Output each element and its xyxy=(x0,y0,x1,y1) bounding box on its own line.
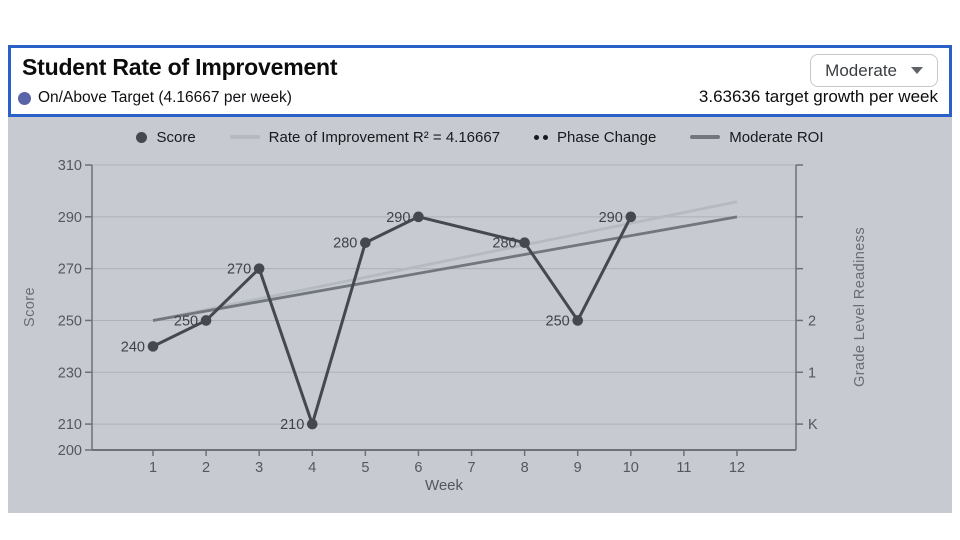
x-axis-tick-label: 2 xyxy=(202,460,210,476)
x-axis-tick-label: 4 xyxy=(308,460,316,476)
data-point[interactable] xyxy=(253,263,265,274)
trend-line xyxy=(152,215,738,322)
legend-label: Moderate ROI xyxy=(729,128,824,146)
x-axis-title: Week xyxy=(425,477,464,494)
data-point[interactable] xyxy=(572,315,584,326)
y-axis-tick-label: 270 xyxy=(58,262,82,278)
chevron-down-icon xyxy=(911,67,923,74)
right-axis-tick-label: 2 xyxy=(808,313,816,329)
data-point-label: 280 xyxy=(333,236,357,252)
status-label: On/Above Target (4.16667 per week) xyxy=(38,89,292,106)
data-point[interactable] xyxy=(625,211,637,223)
trend-line xyxy=(152,200,738,322)
header-left: Student Rate of Improvement On/Above Tar… xyxy=(18,52,338,109)
x-axis-tick-label: 3 xyxy=(255,460,263,476)
data-point[interactable] xyxy=(413,211,424,223)
data-point-label: 250 xyxy=(174,313,198,329)
legend-label: Score xyxy=(156,128,196,146)
data-point-label: 270 xyxy=(227,262,251,278)
chart-legend: Score Rate of Improvement R² = 4.16667 P… xyxy=(8,126,952,148)
x-axis-tick-label: 8 xyxy=(521,460,529,476)
roi-line-swatch-icon xyxy=(229,135,260,139)
legend-item-score: Score xyxy=(136,128,196,146)
legend-item-phase-change: Phase Change xyxy=(534,129,656,146)
chart-panel: Score Rate of Improvement R² = 4.16667 P… xyxy=(8,117,952,513)
x-axis-tick-label: 1 xyxy=(149,460,157,476)
right-axis-tick-label: 1 xyxy=(808,365,816,381)
y-axis-tick-label: 250 xyxy=(58,313,82,329)
x-axis-tick-label: 12 xyxy=(729,460,745,476)
x-axis-tick-label: 11 xyxy=(676,460,691,476)
y-axis-tick-label: 210 xyxy=(58,417,82,433)
data-point-label: 290 xyxy=(386,210,410,226)
x-axis-tick-label: 5 xyxy=(361,460,369,476)
x-axis-tick-label: 9 xyxy=(574,460,582,476)
moderate-roi-line-swatch-icon xyxy=(690,135,721,139)
data-point-label: 250 xyxy=(546,313,570,329)
data-point-label: 240 xyxy=(121,339,145,355)
data-point[interactable] xyxy=(200,315,212,326)
x-axis-tick-label: 6 xyxy=(414,460,422,476)
data-point[interactable] xyxy=(147,341,159,352)
right-axis-tick-label: K xyxy=(808,417,818,433)
data-point[interactable] xyxy=(519,237,530,249)
status-dot-icon xyxy=(18,91,31,105)
y-axis-tick-label: 230 xyxy=(58,365,82,381)
y-axis-tick-label: 310 xyxy=(58,158,82,174)
x-axis-tick-label: 10 xyxy=(623,460,639,476)
target-growth-label: 3.63636 target growth per week xyxy=(698,87,938,106)
header-card: Student Rate of Improvement On/Above Tar… xyxy=(8,45,952,117)
score-dot-swatch-icon xyxy=(136,131,148,143)
data-point-label: 290 xyxy=(599,210,623,226)
legend-item-rate-of-improvement: Rate of Improvement R² = 4.16667 xyxy=(229,128,501,146)
data-point[interactable] xyxy=(360,237,371,249)
data-point-label: 210 xyxy=(280,417,304,433)
status-row: On/Above Target (4.16667 per week) xyxy=(18,89,337,109)
page-title: Student Rate of Improvement xyxy=(22,54,338,80)
x-axis-tick-label: 7 xyxy=(468,460,476,476)
legend-label: Rate of Improvement R² = 4.16667 xyxy=(268,128,501,146)
legend-item-moderate-roi: Moderate ROI xyxy=(690,128,824,146)
phase-change-dots-swatch-icon xyxy=(534,134,549,140)
roi-level-dropdown[interactable]: Moderate xyxy=(810,54,938,87)
y-axis-tick-label: 200 xyxy=(58,443,82,459)
legend-label: Phase Change xyxy=(557,128,657,146)
data-point-label: 280 xyxy=(492,236,516,252)
header-right: Moderate 3.63636 target growth per week xyxy=(699,52,938,109)
roi-level-dropdown-value: Moderate xyxy=(825,60,897,80)
y-axis-tick-label: 290 xyxy=(58,210,82,226)
data-point[interactable] xyxy=(306,418,318,430)
